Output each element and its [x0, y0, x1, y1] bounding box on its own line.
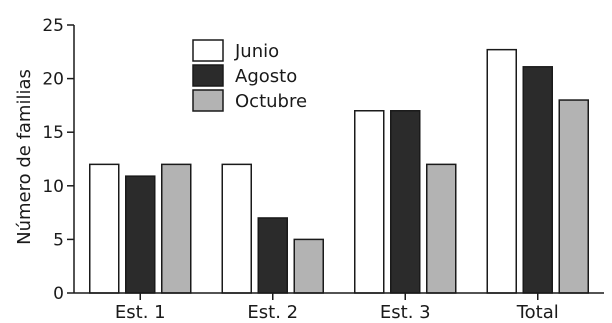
bar-octubre-2 — [293, 238, 324, 294]
legend-swatch-agosto — [192, 64, 224, 87]
bar-octubre-1 — [161, 163, 192, 294]
x-category-label: Est. 2 — [247, 302, 298, 323]
bar-junio-4 — [486, 48, 517, 294]
bar-agosto-3 — [390, 110, 421, 294]
y-tick-label: 10 — [42, 177, 64, 197]
y-tick-label: 15 — [42, 123, 64, 143]
x-category-label: Est. 1 — [115, 302, 166, 323]
bar-agosto-4 — [522, 66, 553, 294]
bar-octubre-4 — [558, 99, 589, 294]
bar-junio-2 — [221, 163, 252, 294]
bar-junio-3 — [354, 110, 385, 294]
bar-agosto-2 — [257, 217, 288, 294]
bar-agosto-1 — [125, 175, 156, 294]
bar-junio-1 — [89, 163, 120, 294]
bars-layer — [89, 48, 589, 294]
y-tick-label: 20 — [42, 70, 64, 90]
axes-layer: 0 5 10 15 20 25 Est. 1 Est. 2 Est. 3 Total — [42, 16, 604, 323]
legend: Junio Agosto Octubre — [192, 39, 307, 112]
y-tick-label: 25 — [42, 16, 64, 36]
y-tick-label: 5 — [53, 230, 64, 250]
legend-swatch-octubre — [192, 89, 224, 112]
legend-label-junio: Junio — [234, 41, 279, 62]
y-tick-label: 0 — [53, 284, 64, 304]
legend-swatch-junio — [192, 39, 224, 62]
legend-label-octubre: Octubre — [235, 91, 307, 112]
y-axis-title: Número de familias — [14, 69, 35, 245]
x-category-label: Total — [516, 302, 559, 323]
bar-octubre-3 — [426, 163, 457, 294]
legend-label-agosto: Agosto — [235, 66, 297, 87]
x-category-label: Est. 3 — [380, 302, 431, 323]
